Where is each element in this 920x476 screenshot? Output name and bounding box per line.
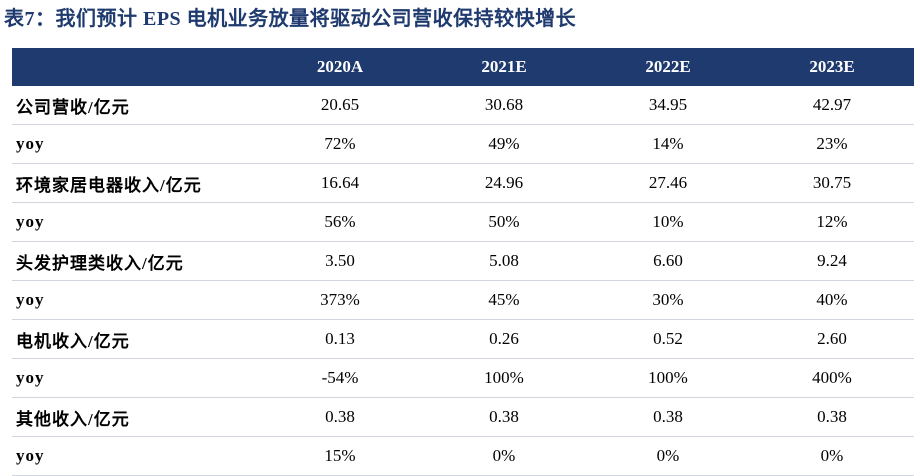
table-cell: 30.68 <box>422 86 586 125</box>
table-cell: 10% <box>586 202 750 242</box>
table-cell: 3.50 <box>258 241 422 281</box>
row-label: yoy <box>12 280 258 320</box>
table-row: 电机收入/亿元 0.13 0.26 0.52 2.60 <box>12 319 914 359</box>
row-label: 其他收入/亿元 <box>12 397 258 437</box>
table-cell: 2.60 <box>750 319 914 359</box>
table-cell: 14% <box>586 124 750 164</box>
table-row: 其他收入/亿元 0.38 0.38 0.38 0.38 <box>12 397 914 437</box>
table-cell: 20.65 <box>258 86 422 125</box>
table-cell: 5.08 <box>422 241 586 281</box>
table-cell: 30.75 <box>750 163 914 203</box>
row-label: 环境家居电器收入/亿元 <box>12 163 258 203</box>
table-cell: 0% <box>422 436 586 476</box>
table-cell: 42.97 <box>750 86 914 125</box>
table-cell: 0.26 <box>422 319 586 359</box>
table-row: 公司营收/亿元 20.65 30.68 34.95 42.97 <box>12 86 914 125</box>
table-cell: 49% <box>422 124 586 164</box>
table-cell: 72% <box>258 124 422 164</box>
table-cell: 0% <box>750 436 914 476</box>
table-cell: 0.38 <box>586 397 750 437</box>
table-cell: 30% <box>586 280 750 320</box>
table-row: yoy 373% 45% 30% 40% <box>12 280 914 320</box>
table-cell: 0.38 <box>258 397 422 437</box>
header-cell-2020a: 2020A <box>258 48 422 86</box>
table-title: 表7：我们预计 EPS 电机业务放量将驱动公司营收保持较快增长 <box>4 8 577 30</box>
header-cell-2022e: 2022E <box>586 48 750 86</box>
row-label: yoy <box>12 124 258 164</box>
table-row: 头发护理类收入/亿元 3.50 5.08 6.60 9.24 <box>12 241 914 281</box>
row-label: 电机收入/亿元 <box>12 319 258 359</box>
header-cell-label <box>12 48 258 86</box>
row-label: 公司营收/亿元 <box>12 86 258 125</box>
table-row: yoy 56% 50% 10% 12% <box>12 202 914 242</box>
table-cell: 100% <box>422 358 586 398</box>
table-cell: 9.24 <box>750 241 914 281</box>
table-cell: 34.95 <box>586 86 750 125</box>
table-row: yoy 15% 0% 0% 0% <box>12 436 914 476</box>
table-row: yoy -54% 100% 100% 400% <box>12 358 914 398</box>
table-cell: 56% <box>258 202 422 242</box>
table-cell: 0.38 <box>750 397 914 437</box>
header-row: 2020A 2021E 2022E 2023E <box>12 48 914 86</box>
table-cell: 0% <box>586 436 750 476</box>
table-row: 环境家居电器收入/亿元 16.64 24.96 27.46 30.75 <box>12 163 914 203</box>
header-cell-2021e: 2021E <box>422 48 586 86</box>
table-cell: -54% <box>258 358 422 398</box>
row-label: 头发护理类收入/亿元 <box>12 241 258 281</box>
row-label: yoy <box>12 202 258 242</box>
header-cell-2023e: 2023E <box>750 48 914 86</box>
financial-table: 2020A 2021E 2022E 2023E 公司营收/亿元 20.65 30… <box>12 48 914 476</box>
table-cell: 16.64 <box>258 163 422 203</box>
table-cell: 45% <box>422 280 586 320</box>
table-cell: 6.60 <box>586 241 750 281</box>
row-label: yoy <box>12 436 258 476</box>
table-cell: 24.96 <box>422 163 586 203</box>
table-cell: 0.13 <box>258 319 422 359</box>
table-cell: 400% <box>750 358 914 398</box>
table-cell: 15% <box>258 436 422 476</box>
table-cell: 27.46 <box>586 163 750 203</box>
table-cell: 23% <box>750 124 914 164</box>
table-cell: 100% <box>586 358 750 398</box>
table-cell: 0.38 <box>422 397 586 437</box>
row-label: yoy <box>12 358 258 398</box>
table-cell: 50% <box>422 202 586 242</box>
table-row: yoy 72% 49% 14% 23% <box>12 124 914 164</box>
table-cell: 40% <box>750 280 914 320</box>
table-cell: 12% <box>750 202 914 242</box>
table-cell: 373% <box>258 280 422 320</box>
table-cell: 0.52 <box>586 319 750 359</box>
